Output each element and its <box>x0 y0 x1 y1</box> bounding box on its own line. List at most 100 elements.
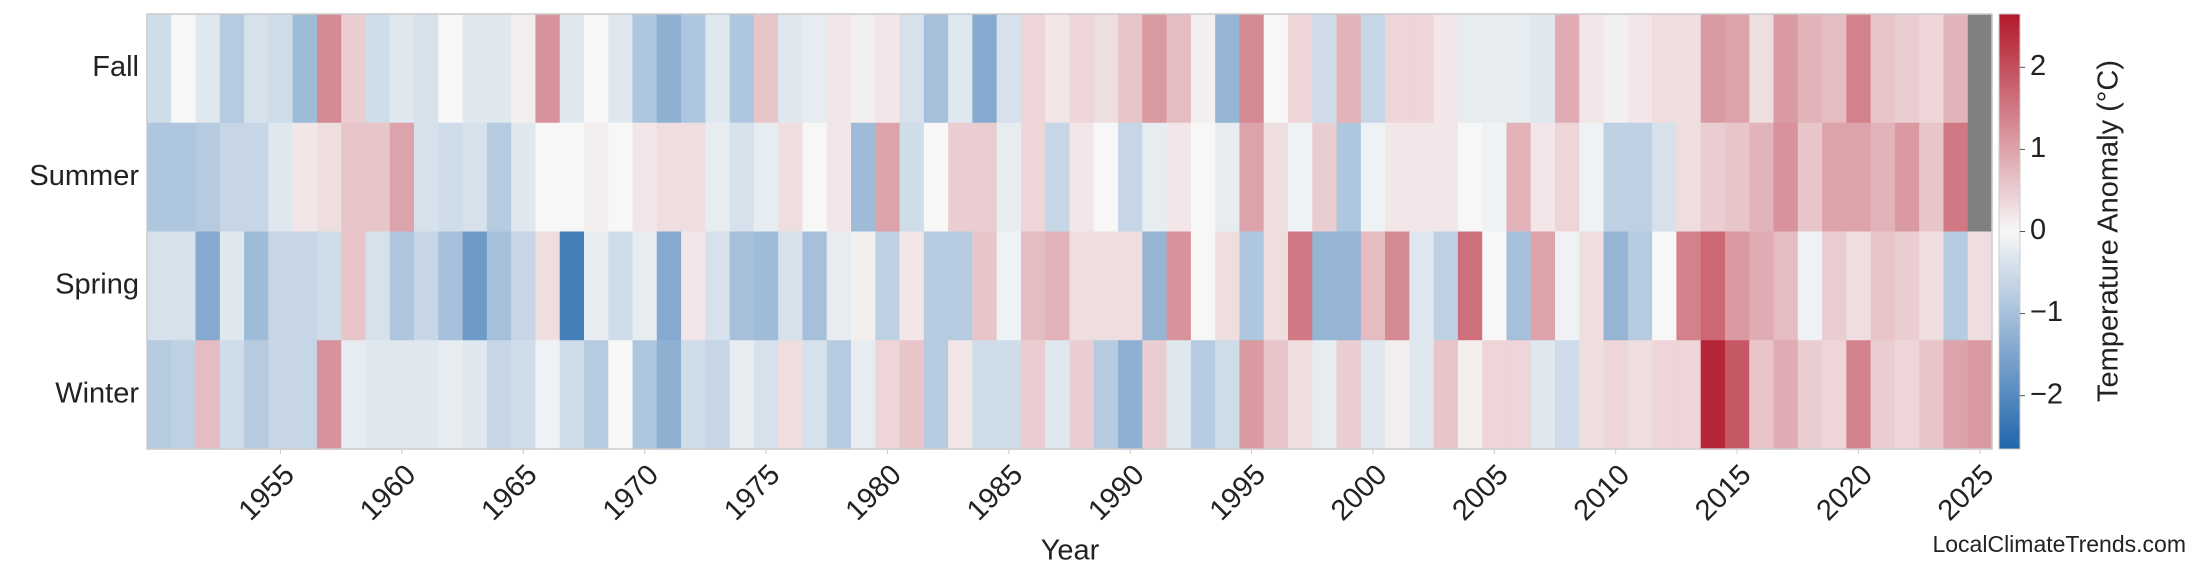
heat-cell <box>1433 340 1459 450</box>
heat-cell <box>826 122 852 233</box>
heat-cell <box>341 340 367 450</box>
heat-cell <box>1870 231 1896 341</box>
heat-cell <box>1142 14 1168 124</box>
heat-cell <box>316 340 342 450</box>
heat-cell <box>292 122 318 233</box>
heat-cell <box>996 14 1022 124</box>
heat-cell <box>875 340 901 450</box>
x-tick-label: 1995 <box>1204 459 1272 527</box>
heat-cell <box>1263 122 1289 233</box>
heat-cell <box>1967 340 1993 450</box>
heat-cell <box>1482 231 1508 341</box>
heat-cell <box>414 340 439 450</box>
y-tick-label: Spring <box>55 269 139 301</box>
heat-cell <box>583 14 609 124</box>
heat-cell <box>1287 122 1313 233</box>
heat-cell <box>1118 122 1143 233</box>
heat-cell <box>851 231 876 341</box>
heat-cell <box>681 231 706 341</box>
heat-cell <box>899 122 925 233</box>
heat-cell <box>1166 231 1192 341</box>
heat-cell <box>875 122 901 233</box>
heat-cell <box>365 340 391 450</box>
heat-cell <box>219 122 245 233</box>
x-tick-label: 1980 <box>840 459 908 527</box>
heat-cell <box>486 231 512 341</box>
heat-cell <box>147 14 172 124</box>
heat-cell <box>1336 122 1362 233</box>
heat-cell <box>1287 231 1313 341</box>
heat-cell <box>1312 122 1338 233</box>
heat-cell <box>1555 122 1580 233</box>
heat-cell <box>996 340 1022 450</box>
heat-cell <box>486 340 512 450</box>
heat-cell <box>583 122 609 233</box>
heat-cell <box>826 340 852 450</box>
heat-cell <box>1215 340 1241 450</box>
heat-cell <box>1506 231 1532 341</box>
heat-cell <box>948 340 973 450</box>
heat-cell <box>147 122 172 233</box>
heat-cell <box>1385 14 1410 124</box>
missing-cell <box>1967 14 1993 124</box>
heat-cell <box>681 122 706 233</box>
heat-cell <box>1773 122 1799 233</box>
heat-cell <box>1385 122 1410 233</box>
heat-cell <box>1045 340 1071 450</box>
heat-cell <box>1118 14 1143 124</box>
heat-cell <box>972 122 998 233</box>
heat-cell <box>1287 14 1313 124</box>
heat-cell <box>1894 340 1920 450</box>
heat-cell <box>1360 231 1386 341</box>
heat-cell <box>1749 122 1775 233</box>
heat-cell <box>1190 340 1216 450</box>
heat-cell <box>1360 14 1386 124</box>
heat-cell <box>1894 14 1920 124</box>
heat-cell <box>535 14 561 124</box>
watermark: LocalClimateTrends.com <box>1932 531 2186 557</box>
heat-cell <box>632 231 658 341</box>
heat-cell <box>292 14 318 124</box>
heat-cell <box>1530 231 1556 341</box>
heat-cell <box>583 231 609 341</box>
heat-cell <box>608 231 634 341</box>
heat-cell <box>1506 340 1532 450</box>
heat-cell <box>1555 340 1580 450</box>
heat-cell <box>826 14 852 124</box>
heat-cell <box>802 340 828 450</box>
heat-cell <box>1749 231 1775 341</box>
heat-cell <box>1409 340 1435 450</box>
x-tick-label: 2010 <box>1568 459 1636 527</box>
heat-cell <box>681 14 706 124</box>
heat-cell <box>511 340 537 450</box>
heat-cell <box>389 122 415 233</box>
heat-cell <box>1312 14 1338 124</box>
heat-cell <box>1166 14 1192 124</box>
heat-cell <box>268 231 294 341</box>
heat-cell <box>753 14 779 124</box>
heat-cell <box>851 340 876 450</box>
heat-cell <box>1482 340 1508 450</box>
heat-cell <box>462 231 488 341</box>
heat-cell <box>195 14 221 124</box>
heat-cell <box>1482 14 1508 124</box>
heat-cell <box>341 122 367 233</box>
heat-cell <box>1215 14 1241 124</box>
heat-cell <box>1797 231 1823 341</box>
heat-cell <box>1773 231 1799 341</box>
heat-cell <box>802 122 828 233</box>
heat-cell <box>996 231 1022 341</box>
heat-cell <box>1506 122 1532 233</box>
heat-cell <box>1093 14 1119 124</box>
heat-cell <box>1603 340 1629 450</box>
heat-cell <box>1652 231 1678 341</box>
heat-cell <box>389 14 415 124</box>
x-tick-label: 1985 <box>961 459 1029 527</box>
heat-cell <box>632 340 658 450</box>
heat-cell <box>583 340 609 450</box>
heat-cell <box>1627 14 1653 124</box>
heat-cell <box>996 122 1022 233</box>
heat-cell <box>1409 122 1435 233</box>
heat-cell <box>656 122 682 233</box>
heat-cell <box>292 340 318 450</box>
